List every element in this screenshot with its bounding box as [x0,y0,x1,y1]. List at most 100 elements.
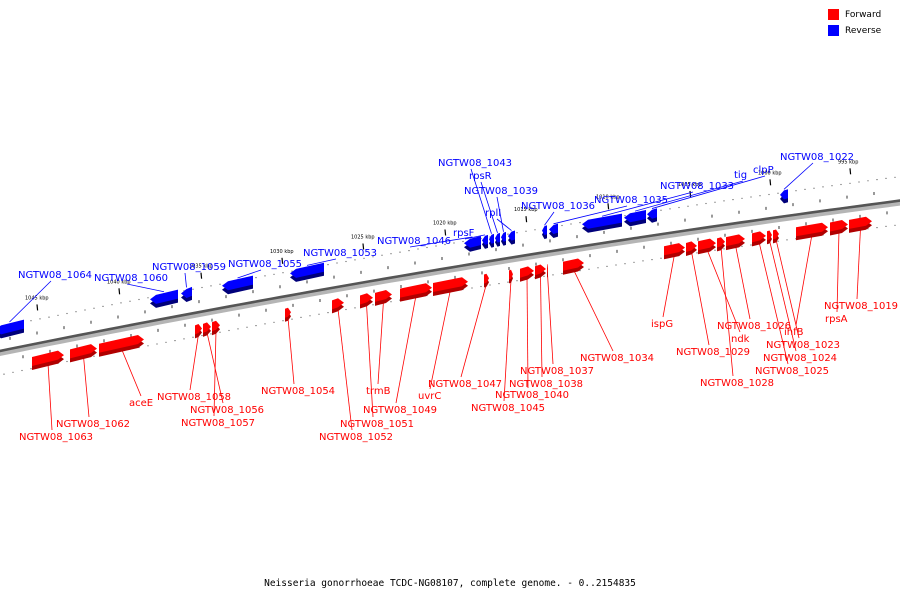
tick-label: 1045 kbp [25,295,49,301]
genome-backbone [0,199,900,356]
reverse-gene-label: NGTW08_1035 [594,195,668,206]
forward-gene-arrow [752,231,766,247]
guide-dot [192,336,194,338]
reverse-gene-arrow [482,234,488,249]
forward-gene-arrow [698,238,716,255]
reverse-gene-arrow [624,210,646,227]
tick-mark [769,179,772,186]
forward-gene-label: NGTW08_1051 [340,419,414,430]
reverse-gene-arrow-face [222,275,253,291]
reverse-gene-arrow [222,275,253,295]
guide-dot [840,183,842,186]
guide-dot [876,179,878,181]
leader-line [496,218,512,231]
guide-dot [291,270,293,272]
forward-gene-arrow [717,237,725,252]
guide-dot [858,181,860,183]
guide-dot [624,215,626,217]
forward-gene-arrow [400,283,432,302]
guide-dot [228,329,230,332]
guide-dot [696,204,698,206]
forward-gene-arrow-face [203,322,211,333]
guide-dot [471,287,473,289]
guide-dot [489,284,491,286]
reverse-gene-arrow [549,223,558,238]
guide-dot [408,250,410,252]
guide-dot [507,233,509,235]
genome-caption: Neisseria gonorrhoeae TCDC-NG08107, comp… [264,578,636,589]
leader-line [237,269,262,279]
forward-swatch [828,9,839,20]
leader-line [547,273,554,365]
tick-label: 1030 kbp [270,249,294,255]
tick-label: 1015 kbp [514,207,538,213]
guide-dot [273,321,275,323]
forward-gene-label: ndk [731,334,750,345]
forward-gene-arrow-face [70,344,97,359]
forward-gene-arrow [375,290,392,306]
leader-line [526,277,529,389]
backbone-line [0,199,900,353]
guide-dot [759,195,761,197]
guide-dot [354,259,356,261]
guide-dot [363,257,365,259]
guide-dot [57,314,59,316]
tick-label: 1010 kbp [596,194,620,200]
reverse-gene-arrow [464,236,481,252]
guide-dot [327,264,329,266]
guide-dot [417,248,419,250]
guide-dot [273,273,275,275]
guide-dot [21,369,23,372]
guide-dot [120,302,122,304]
leader-line [769,240,797,352]
forward-gene-label: ihfB [784,327,804,338]
tick-label: 1020 kbp [433,221,457,227]
forward-gene-arrow-face [773,229,779,240]
forward-gene-label: NGTW08_1038 [509,379,583,390]
tick-label: 1035 kbp [189,264,213,270]
guide-dot [102,305,104,307]
reverse-gene-label: NGTW08_1043 [438,158,512,169]
guide-dot [462,240,464,243]
guide-dot [642,260,644,262]
guide-dot [219,331,221,333]
leader-line [470,168,492,234]
forward-gene-arrow-face [195,324,202,335]
forward-gene-label: aceE [129,398,153,409]
guide-dot [444,243,446,246]
reverse-gene-label: NGTW08_1064 [18,270,92,281]
reverse-gene-arrow-face [150,289,178,304]
guide-dot [516,232,518,234]
reverse-gene-arrow [495,232,500,247]
leader-line [429,289,451,390]
forward-gene-arrow [547,264,548,278]
tick-mark [849,168,852,175]
leader-line [795,234,813,326]
forward-gene-label: NGTW08_1028 [700,378,774,389]
leader-line [503,279,512,402]
guide-dot [651,259,653,261]
legend-forward: Forward [828,8,890,21]
reverse-gene-label: tig [734,170,747,181]
guide-dot [786,239,788,241]
reverse-gene-label: NGTW08_1053 [303,248,377,259]
forward-gene-arrow [212,320,220,336]
leader-line [836,230,840,313]
leader-line [464,234,486,240]
guide-dot [201,334,203,337]
guide-dot [327,312,329,314]
leader-line [573,269,614,352]
forward-gene-label: NGTW08_1054 [261,386,335,397]
tick-label: 1000 kbp [758,170,782,176]
leader-line [306,258,337,266]
guide-dot [237,328,239,330]
leader-line [460,283,487,378]
reverse-gene-arrow-face [464,236,481,248]
guide-dot [372,256,374,258]
guide-dot [552,274,554,276]
forward-gene-label: ispG [651,319,673,330]
guide-dot [579,222,581,224]
guide-dot [480,285,482,288]
forward-gene-arrow [195,324,202,339]
